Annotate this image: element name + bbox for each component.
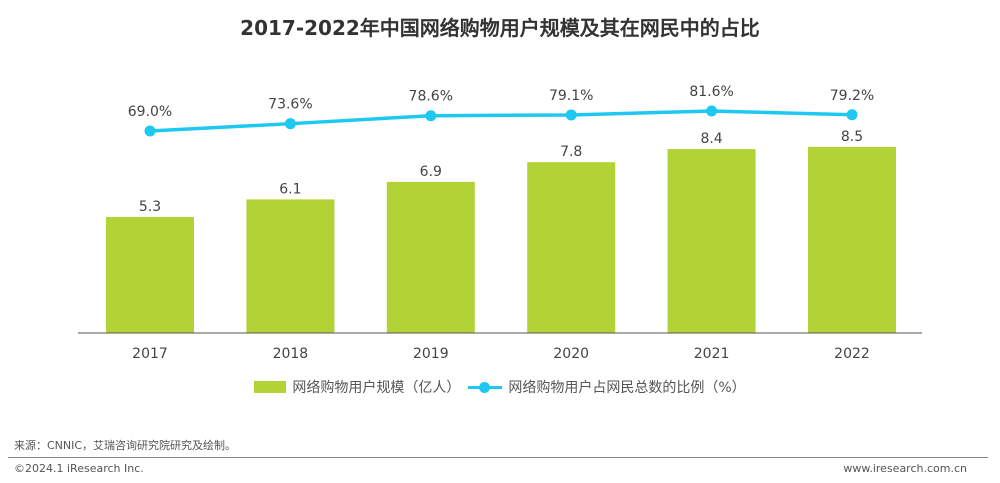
x-tick-label: 2018: [273, 346, 309, 362]
legend-label-line: 网络购物用户占网民总数的比例（%）: [508, 380, 746, 396]
legend: 网络购物用户规模（亿人） 网络购物用户占网民总数的比例（%）: [0, 377, 1000, 397]
line-point: [144, 125, 156, 137]
line-point: [846, 109, 858, 121]
website-link[interactable]: www.iresearch.com.cn: [843, 462, 967, 475]
copyright: ©2024.1 iResearch Inc.: [14, 462, 144, 475]
footer-divider: [8, 457, 988, 458]
x-tick-label: 2017: [132, 346, 168, 362]
line-data-label: 81.6%: [689, 84, 733, 100]
bar: [667, 149, 756, 333]
legend-swatch-bar: [254, 381, 287, 393]
bar-data-label: 6.1: [279, 181, 301, 197]
bar: [808, 146, 896, 333]
line-data-label: 79.2%: [830, 88, 874, 104]
x-tick-label: 2022: [834, 346, 870, 362]
x-tick-label: 2021: [694, 346, 730, 362]
bar: [386, 181, 475, 333]
x-tick-label: 2020: [553, 346, 589, 362]
line-data-label: 78.6%: [409, 89, 453, 105]
line-point: [425, 110, 437, 122]
bar-data-label: 7.8: [560, 144, 582, 160]
line-point: [284, 118, 296, 130]
chart-plot: 5.3 2017 6.1 2018 6.9 2019 7.8 2020 8.4 2021 8.5 20…: [78, 84, 922, 362]
line-data-label: 69.0%: [128, 104, 172, 120]
line-data-label: 79.1%: [549, 88, 593, 104]
chart-title: 2017-2022年中国网络购物用户规模及其在网民中的占比: [240, 16, 760, 40]
legend-item-bar: 网络购物用户规模（亿人）: [254, 377, 460, 397]
line-series: [149, 109, 853, 133]
bar-data-label: 5.3: [139, 199, 161, 215]
legend-swatch-line: [468, 381, 503, 393]
legend-label-bar: 网络购物用户规模（亿人）: [292, 380, 461, 396]
line-point: [706, 105, 718, 117]
bar: [106, 216, 194, 333]
bar-data-label: 8.5: [841, 129, 863, 145]
x-tick-label: 2019: [413, 346, 449, 362]
bar-data-label: 8.4: [700, 131, 722, 147]
source-note: 来源：CNNIC，艾瑞咨询研究院研究及绘制。: [14, 439, 237, 452]
bar-data-label: 6.9: [420, 164, 442, 180]
bar: [246, 199, 335, 333]
legend-item-line: 网络购物用户占网民总数的比例（%）: [468, 377, 746, 397]
bar: [527, 162, 616, 333]
line-data-label: 73.6%: [268, 97, 312, 113]
line-point: [565, 109, 577, 121]
